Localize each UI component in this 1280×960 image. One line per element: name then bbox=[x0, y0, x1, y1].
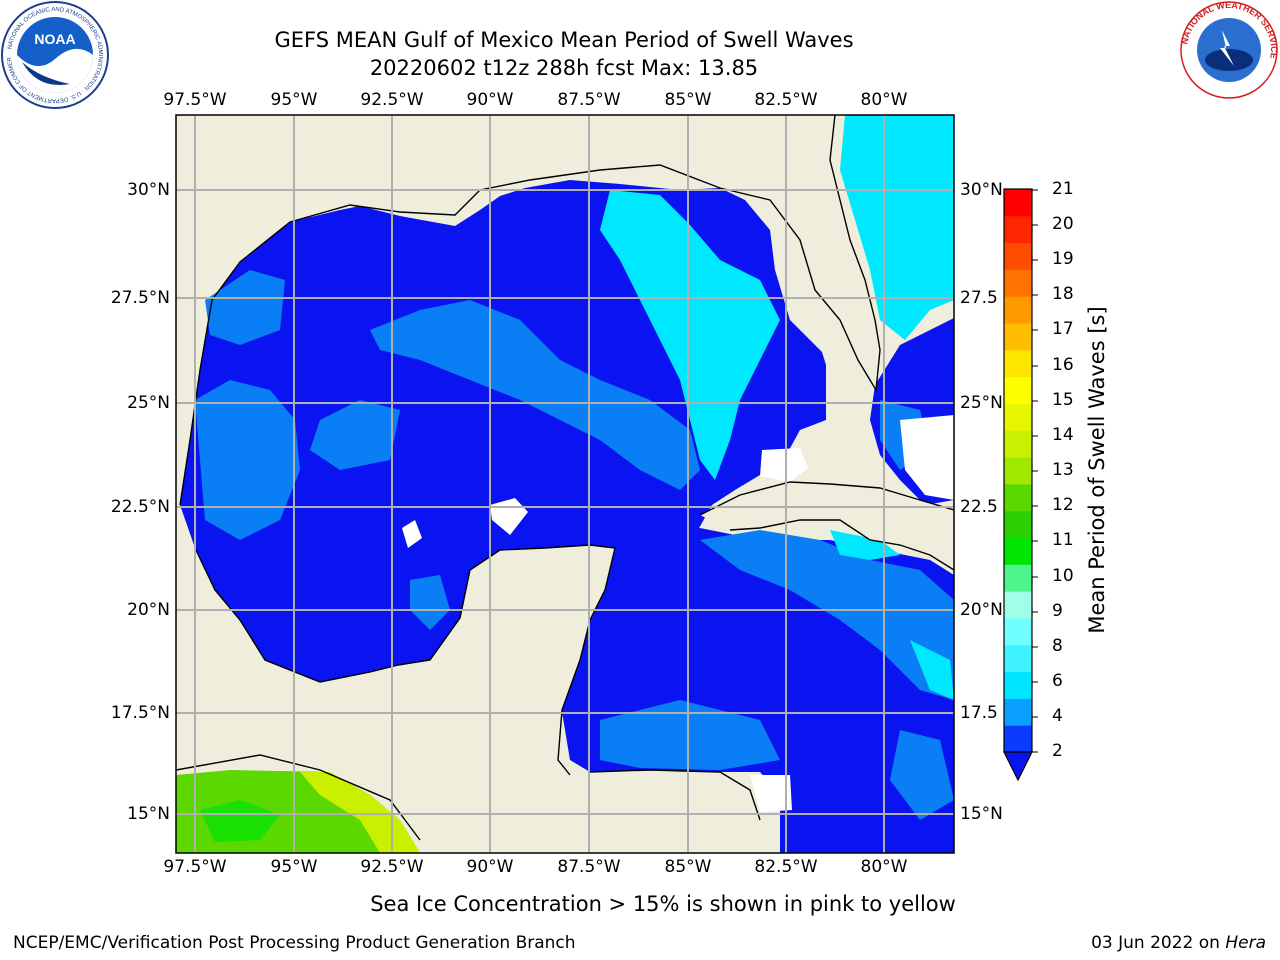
colorbar-label: Mean Period of Swell Waves [s] bbox=[1085, 306, 1109, 634]
lat-label: 17.5 bbox=[960, 703, 998, 723]
colorbar-tick-label: 10 bbox=[1052, 566, 1074, 586]
lat-label: 15°N bbox=[960, 804, 1003, 824]
lat-label: 22.5°N bbox=[110, 497, 170, 517]
colorbar-swatch bbox=[1004, 215, 1032, 244]
mid-period-swell bbox=[195, 270, 954, 820]
colorbar-swatch bbox=[1004, 725, 1032, 753]
footer-left: NCEP/EMC/Verification Post Processing Pr… bbox=[13, 933, 576, 953]
colorbar-tick-label: 6 bbox=[1052, 671, 1063, 691]
colorbar-swatch bbox=[1004, 510, 1032, 539]
footer-right: 03 Jun 2022 on Hera bbox=[1091, 933, 1266, 953]
colorbar-swatch bbox=[1004, 483, 1032, 512]
footer-host: Hera bbox=[1225, 933, 1266, 953]
colorbar-tick-label: 11 bbox=[1052, 530, 1074, 550]
colorbar-swatch bbox=[1004, 457, 1032, 485]
colorbar-tick-label: 14 bbox=[1052, 425, 1074, 445]
chart-title: GEFS MEAN Gulf of Mexico Mean Period of … bbox=[274, 28, 854, 52]
footer-date: 03 Jun 2022 on bbox=[1091, 933, 1226, 953]
map-area bbox=[176, 115, 954, 853]
colorbar-swatch bbox=[1004, 376, 1032, 404]
pacific-swell-bright bbox=[200, 800, 280, 842]
colorbar bbox=[1003, 188, 1038, 782]
lon-label: 95°W bbox=[270, 90, 318, 110]
colorbar-swatch bbox=[1004, 323, 1032, 351]
noaa-logo: NOAA NATIONAL OCEANIC AND ATMOSPHERIC AD… bbox=[0, 0, 109, 109]
colorbar-swatch bbox=[1004, 269, 1032, 297]
colorbar-tick-label: 2 bbox=[1052, 741, 1063, 761]
sea-ice-note: Sea Ice Concentration > 15% is shown in … bbox=[370, 892, 956, 916]
colorbar-swatch bbox=[1004, 591, 1032, 619]
pacific-swell-yellow bbox=[300, 772, 420, 853]
colorbar-tick-label: 9 bbox=[1052, 601, 1063, 621]
colorbar-tick-label: 8 bbox=[1052, 636, 1063, 656]
lon-label: 82.5°W bbox=[754, 857, 818, 877]
lat-label: 30°N bbox=[127, 180, 170, 200]
lon-label: 80°W bbox=[860, 857, 908, 877]
lat-label: 22.5 bbox=[960, 497, 998, 517]
colorbar-swatch bbox=[1004, 189, 1032, 217]
colorbar-tick-label: 13 bbox=[1052, 460, 1074, 480]
chart-subtitle: 20220602 t12z 288h fcst Max: 13.85 bbox=[369, 56, 759, 80]
lat-label: 27.5 bbox=[960, 288, 998, 308]
colorbar-tick-label: 20 bbox=[1052, 214, 1074, 234]
colorbar-extend-arrow bbox=[1003, 751, 1033, 782]
colorbar-tick-label: 19 bbox=[1052, 249, 1074, 269]
colorbar-swatch bbox=[1004, 430, 1032, 458]
lon-label: 97.5°W bbox=[163, 90, 227, 110]
lat-label: 17.5°N bbox=[110, 703, 170, 723]
lat-label: 25°N bbox=[127, 393, 170, 413]
lon-label: 80°W bbox=[860, 90, 908, 110]
colorbar-swatch bbox=[1004, 537, 1032, 565]
short-period-swell bbox=[600, 115, 954, 700]
lon-label: 92.5°W bbox=[360, 857, 424, 877]
colorbar-swatch bbox=[1004, 349, 1032, 378]
colorbar-tick-label: 16 bbox=[1052, 355, 1074, 375]
map-frame bbox=[175, 114, 955, 854]
lat-label: 20°N bbox=[127, 600, 170, 620]
colorbar-swatch bbox=[1004, 644, 1032, 673]
lon-label: 87.5°W bbox=[557, 90, 621, 110]
colorbar-swatch bbox=[1004, 698, 1032, 726]
lon-label: 85°W bbox=[664, 857, 712, 877]
colorbar-tick-label: 18 bbox=[1052, 284, 1074, 304]
lon-label: 95°W bbox=[270, 857, 318, 877]
colorbar-tick-label: 17 bbox=[1052, 319, 1074, 339]
colorbar-swatch bbox=[1004, 403, 1032, 431]
lon-label: 90°W bbox=[466, 857, 514, 877]
colorbar-swatch bbox=[1004, 296, 1032, 324]
coastlines bbox=[176, 115, 954, 841]
colorbar-swatch bbox=[1004, 242, 1032, 270]
colorbar-tick-label: 12 bbox=[1052, 495, 1074, 515]
lat-label: 25°N bbox=[960, 393, 1003, 413]
lon-label: 97.5°W bbox=[163, 857, 227, 877]
noaa-logo-text: NOAA bbox=[34, 31, 75, 47]
lon-label: 90°W bbox=[466, 90, 514, 110]
graticule bbox=[176, 115, 954, 853]
colorbar-swatch bbox=[1004, 671, 1032, 699]
nws-logo: NATIONAL WEATHER SERVICE bbox=[1179, 0, 1279, 99]
lat-label: 27.5°N bbox=[110, 288, 170, 308]
lon-label: 92.5°W bbox=[360, 90, 424, 110]
lat-label: 30°N bbox=[960, 180, 1003, 200]
colorbar-swatch bbox=[1004, 564, 1032, 592]
colorbar-swatch bbox=[1004, 617, 1032, 646]
lat-label: 20°N bbox=[960, 600, 1003, 620]
lon-label: 87.5°W bbox=[557, 857, 621, 877]
colorbar-tick-label: 4 bbox=[1052, 706, 1063, 726]
lat-label: 15°N bbox=[127, 804, 170, 824]
colorbar-tick-label: 21 bbox=[1052, 179, 1074, 199]
lon-label: 85°W bbox=[664, 90, 712, 110]
lon-label: 82.5°W bbox=[754, 90, 818, 110]
colorbar-tick-label: 15 bbox=[1052, 390, 1074, 410]
